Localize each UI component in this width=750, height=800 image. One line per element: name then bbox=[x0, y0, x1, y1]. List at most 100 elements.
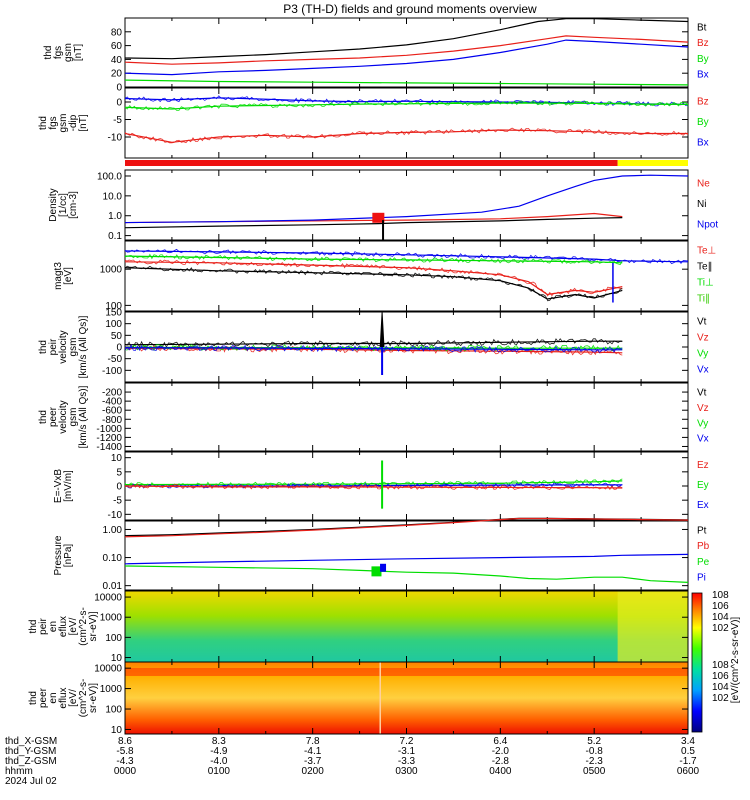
legend-label: Vt bbox=[697, 317, 707, 328]
ephemeris-value: -5.8 bbox=[116, 746, 134, 757]
series-Bt bbox=[124, 18, 689, 60]
y-tick-label: -5 bbox=[113, 115, 122, 126]
y-axis-label: thd bbox=[28, 620, 39, 634]
series-noise-Ti∥ bbox=[124, 253, 623, 266]
y-axis-label: fgs bbox=[48, 116, 59, 129]
y-tick-label: 0.01 bbox=[103, 581, 123, 592]
legend-label: Ey bbox=[697, 480, 709, 491]
series-Ti∥ bbox=[124, 255, 623, 264]
legend-label: Ti⊥ bbox=[697, 278, 714, 289]
y-axis-label: peer bbox=[38, 687, 49, 708]
series-By bbox=[124, 102, 689, 110]
legend-label: Vz bbox=[697, 333, 709, 344]
y-axis-label: [cm-3] bbox=[68, 191, 79, 219]
legend-label: By bbox=[697, 117, 709, 128]
ephemeris-value: 8.3 bbox=[212, 736, 226, 747]
y-tick-label: 10 bbox=[111, 453, 123, 464]
ephemeris-value: -3.7 bbox=[304, 756, 322, 767]
ephemeris-value: 3.4 bbox=[681, 736, 695, 747]
legend-label: Bz bbox=[697, 38, 709, 49]
panel-frame bbox=[124, 169, 689, 241]
y-tick-label: -600 bbox=[102, 406, 122, 417]
heatmap-band bbox=[125, 668, 688, 676]
legend-label: Te⊥ bbox=[697, 246, 716, 257]
y-axis-label: [eV/ bbox=[68, 617, 79, 635]
legend-label: Vz bbox=[697, 403, 709, 414]
y-tick-label: 10 bbox=[111, 725, 123, 736]
figure-title: P3 (TH-D) fields and ground moments over… bbox=[283, 2, 537, 16]
ephemeris-value: 8.6 bbox=[118, 736, 132, 747]
data-gap-marker bbox=[380, 563, 387, 572]
colorbar-tick-label: 102 bbox=[712, 623, 729, 634]
panel-fgs_dmag: -10 -5 0 thd fgs gsm -dip [nT] Bz By Bx bbox=[38, 87, 709, 159]
y-tick-label: -800 bbox=[102, 415, 122, 426]
y-axis-label: eflux bbox=[58, 616, 69, 637]
ephemeris-value: 0.5 bbox=[681, 746, 695, 757]
y-tick-label: -1200 bbox=[96, 433, 122, 444]
panel-efield: -10 -5 0 5 10 E=-VxB [mV/m] Ez Ey Ex bbox=[53, 451, 709, 521]
y-tick-label: 0 bbox=[116, 482, 122, 493]
ephemeris-value: 0200 bbox=[302, 766, 325, 777]
y-tick-label: 10000 bbox=[94, 664, 122, 675]
legend-label: Pi bbox=[697, 573, 706, 584]
series-noise-Ez bbox=[124, 483, 623, 491]
ephemeris-row-label: thd_Y-GSM bbox=[5, 746, 56, 757]
legend-label: Pb bbox=[697, 541, 710, 552]
ephemeris-value: -2.3 bbox=[586, 756, 604, 767]
legend-label: Ti∥ bbox=[697, 293, 710, 304]
y-tick-label: -1400 bbox=[96, 442, 122, 453]
y-axis-label: [mV/m] bbox=[63, 470, 74, 502]
y-axis-label: velocity bbox=[58, 400, 69, 433]
y-tick-label: 0 bbox=[116, 98, 122, 109]
y-axis-label: thd bbox=[38, 410, 49, 424]
legend-label: Vx bbox=[697, 364, 709, 375]
series-noise-Bx bbox=[124, 127, 689, 144]
y-tick-label: -1000 bbox=[96, 424, 122, 435]
ephemeris-value: -4.9 bbox=[210, 746, 228, 757]
data-gap-marker bbox=[372, 212, 385, 223]
y-tick-label: -100 bbox=[102, 366, 122, 377]
colorbar-tick-label: 102 bbox=[712, 693, 729, 704]
y-tick-label: 10 bbox=[111, 653, 123, 664]
panel-peer_eflux: 10 100 1000 10000 thd peer en eflux [eV/(cm^2-s-… bbox=[28, 661, 689, 736]
series-Te⊥ bbox=[124, 261, 623, 296]
y-axis-label: [nT] bbox=[73, 44, 84, 61]
y-tick-label: 60 bbox=[111, 41, 123, 52]
y-tick-label: 1000 bbox=[100, 613, 123, 624]
y-axis-label: [nPa] bbox=[63, 544, 74, 568]
y-axis-label: gsm bbox=[68, 338, 79, 357]
date-label: 2024 Jul 02 bbox=[5, 776, 57, 787]
ephemeris-value: -1.7 bbox=[679, 756, 697, 767]
legend-label: Te∥ bbox=[697, 262, 713, 273]
y-axis-label: en bbox=[48, 621, 59, 632]
series-noise-Ey bbox=[124, 478, 623, 488]
y-tick-label: 10000 bbox=[94, 593, 122, 604]
series-Ni bbox=[124, 217, 623, 229]
legend-label: Ex bbox=[697, 500, 709, 511]
colorbar-unit-label: [eV/(cm^2-s-sr-eV)] bbox=[730, 617, 741, 704]
y-axis-label: (cm^2-s- bbox=[78, 607, 89, 646]
legend-label: Npot bbox=[697, 220, 718, 231]
series-noise-Te⊥ bbox=[124, 259, 623, 297]
ephemeris-row-label: hhmm bbox=[5, 766, 33, 777]
y-axis-label: [km/s (All Qs)] bbox=[78, 385, 89, 448]
heatmap-region bbox=[617, 591, 688, 662]
y-tick-label: 40 bbox=[111, 55, 123, 66]
y-axis-label: (cm^2-s- bbox=[78, 679, 89, 718]
y-tick-label: 0.1 bbox=[108, 231, 122, 242]
y-axis-label: en bbox=[48, 692, 59, 703]
panel-density: 0.1 1.0 10.0 100.0 Density [1/cc] [cm-3] Ne Ni Np… bbox=[48, 169, 718, 242]
ephemeris-value: 0400 bbox=[489, 766, 512, 777]
series-noise-Vx bbox=[124, 344, 623, 353]
panel-frame bbox=[124, 17, 689, 88]
data-gap-marker bbox=[371, 566, 382, 577]
legend-label: Ni bbox=[697, 199, 706, 210]
ephemeris-value: 0000 bbox=[114, 766, 137, 777]
y-axis-label: Density bbox=[48, 188, 59, 221]
spike bbox=[379, 311, 385, 348]
y-axis-label: gsm bbox=[63, 43, 74, 62]
series-noise-Vt bbox=[124, 338, 623, 349]
y-axis-label: thd bbox=[38, 340, 49, 354]
y-tick-label: 100 bbox=[105, 301, 122, 312]
